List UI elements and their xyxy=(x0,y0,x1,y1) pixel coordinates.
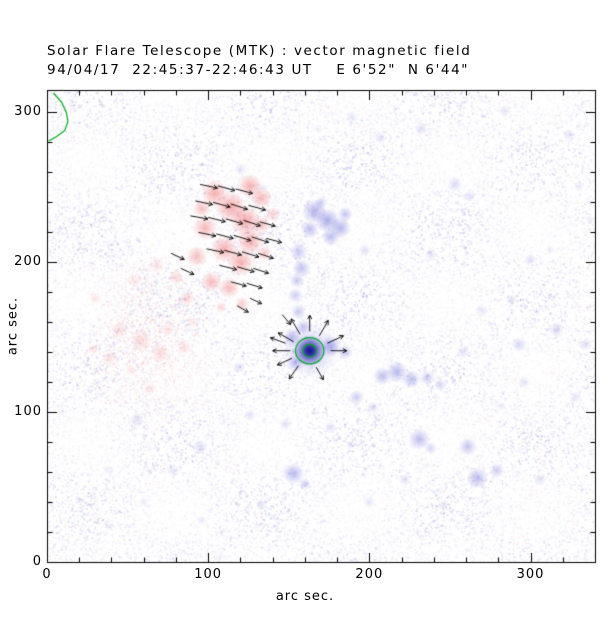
y-axis-label: arc sec. xyxy=(5,296,21,356)
plot-title: Solar Flare Telescope (MTK) : vector mag… xyxy=(47,43,472,59)
y-tick-label: 100 xyxy=(14,404,42,420)
x-axis-label: arc sec. xyxy=(275,589,335,604)
plot-subtitle: 94/04/17 22:45:37-22:46:43 UT E 6'52" N … xyxy=(47,62,470,78)
y-tick-label: 300 xyxy=(14,104,42,120)
x-tick-label: 200 xyxy=(355,567,384,582)
y-tick-label: 0 xyxy=(32,554,42,569)
x-tick-label: 300 xyxy=(516,567,545,582)
x-tick-label: 100 xyxy=(194,567,223,582)
x-tick-label: 0 xyxy=(42,567,52,582)
y-tick-label: 200 xyxy=(14,254,42,270)
